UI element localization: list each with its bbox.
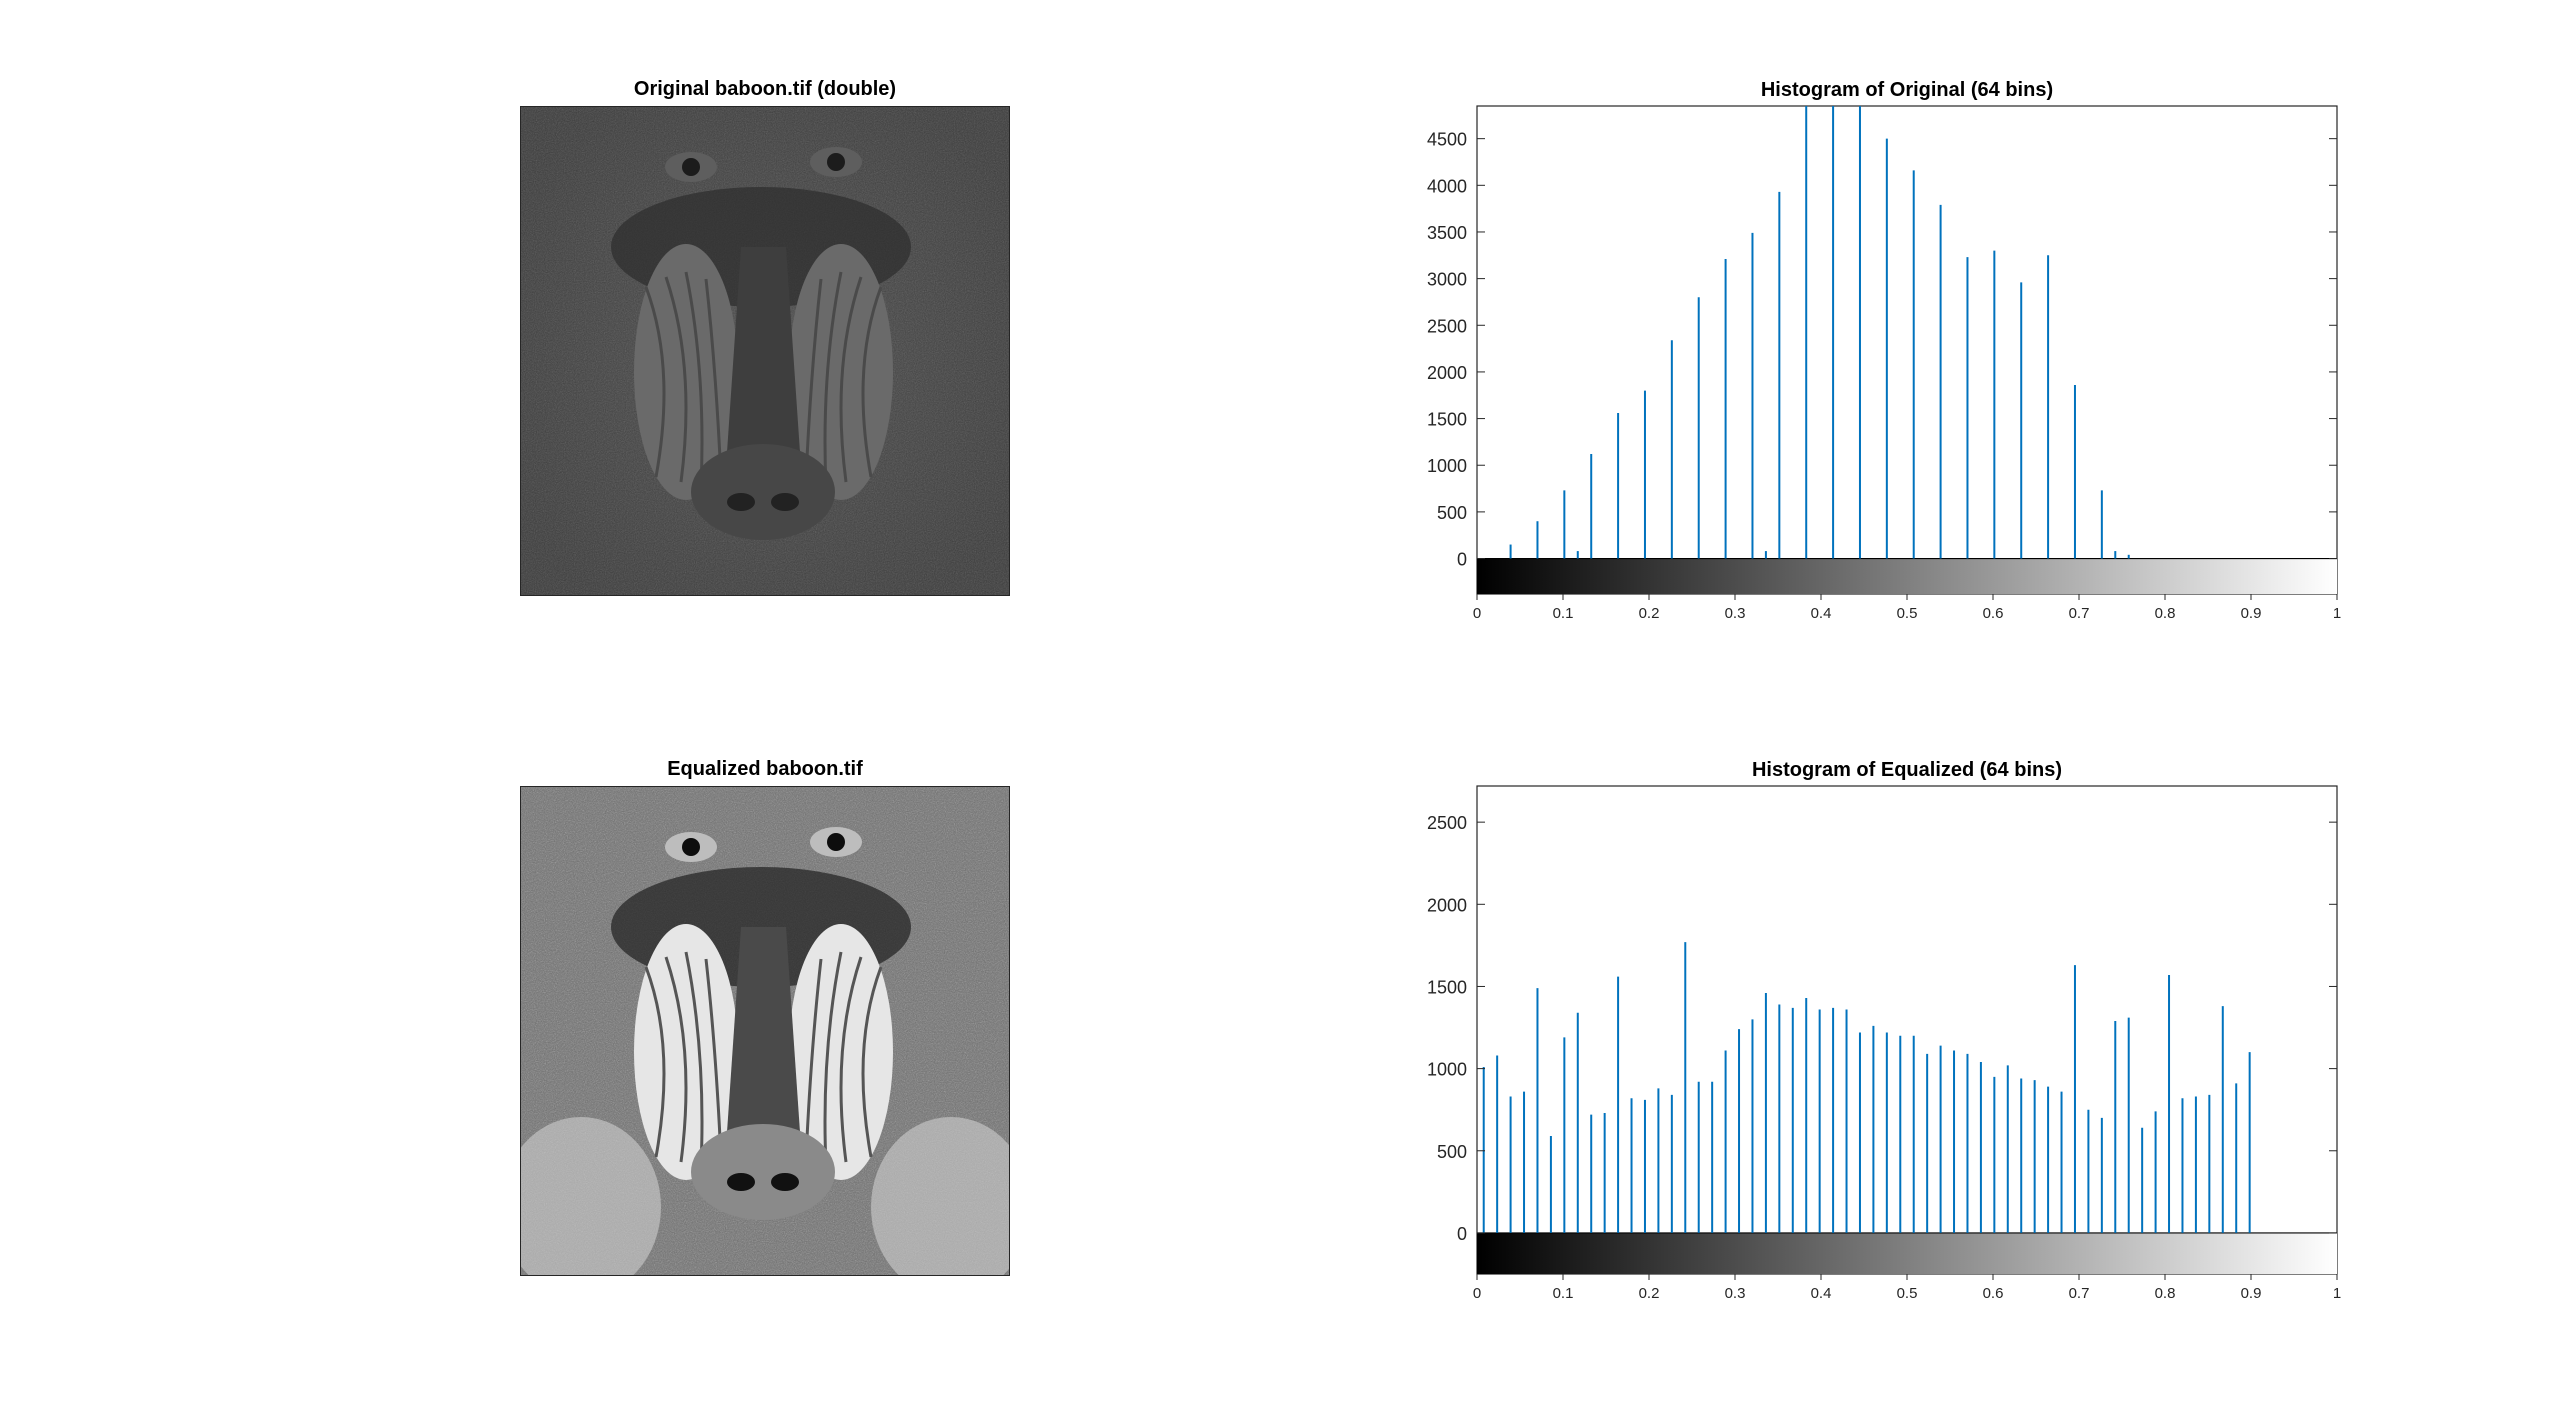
y-tick-label: 3500 — [1427, 223, 1467, 243]
y-tick-label: 1500 — [1427, 977, 1467, 997]
y-tick-label: 4500 — [1427, 130, 1467, 150]
y-tick-label: 1500 — [1427, 410, 1467, 430]
equalized-image-title: Equalized baboon.tif — [667, 758, 863, 780]
histogram-original: Histogram of Original (64 bins) 0 500 1000 1… — [1427, 79, 2341, 622]
original-image-title: Original baboon.tif (double) — [633, 78, 897, 100]
baboon-face-dark — [521, 107, 1009, 595]
chart-title: Histogram of Equalized (64 bins) — [1752, 759, 2062, 781]
baboon-face-bright — [521, 787, 1009, 1275]
original-baboon-image — [520, 106, 1010, 596]
x-tick-label: 0.4 — [1811, 605, 1832, 622]
x-tick-label: 0.2 — [1639, 1285, 1660, 1302]
x-tick-label: 0.3 — [1725, 605, 1746, 622]
y-tick-label: 500 — [1437, 503, 1467, 523]
chart-title: Histogram of Original (64 bins) — [1761, 79, 2053, 101]
axes-box — [1476, 105, 2338, 595]
equalized-baboon-image — [520, 786, 1010, 1276]
x-tick-label: 0 — [1473, 605, 1481, 622]
axes-box — [1476, 785, 2338, 1275]
x-tick-label: 0.9 — [2241, 1285, 2262, 1302]
x-tick-label: 0.1 — [1553, 605, 1574, 622]
y-tick-label: 2500 — [1427, 813, 1467, 833]
x-tick-label: 1 — [2333, 605, 2341, 622]
x-tick-label: 0.8 — [2155, 1285, 2176, 1302]
x-tick-label: 0.1 — [1553, 1285, 1574, 1302]
y-tick-label: 1000 — [1427, 456, 1467, 476]
grayscale-colorbar — [1477, 1232, 2337, 1274]
x-tick-label: 0.5 — [1897, 1285, 1918, 1302]
x-tick-label: 0.7 — [2069, 1285, 2090, 1302]
x-tick-label: 0.7 — [2069, 605, 2090, 622]
y-tick-label: 3000 — [1427, 270, 1467, 290]
x-tick-label: 0.9 — [2241, 605, 2262, 622]
x-tick-label: 0 — [1473, 1285, 1481, 1302]
x-tick-label: 0.8 — [2155, 605, 2176, 622]
y-tick-label: 0 — [1457, 1224, 1467, 1244]
x-tick-label: 0.6 — [1983, 605, 2004, 622]
x-tick-label: 1 — [2333, 1285, 2341, 1302]
y-tick-label: 2500 — [1427, 316, 1467, 336]
histogram-equalized: Histogram of Equalized (64 bins) 0 500 1000… — [1427, 759, 2341, 1302]
x-tick-label: 0.4 — [1811, 1285, 1832, 1302]
y-tick-label: 0 — [1457, 550, 1467, 570]
y-tick-label: 2000 — [1427, 363, 1467, 383]
grayscale-colorbar — [1477, 558, 2337, 594]
y-tick-label: 1000 — [1427, 1060, 1467, 1080]
y-tick-label: 2000 — [1427, 895, 1467, 915]
x-tick-label: 0.6 — [1983, 1285, 2004, 1302]
y-tick-label: 4000 — [1427, 176, 1467, 196]
y-tick-label: 500 — [1437, 1142, 1467, 1162]
x-tick-label: 0.2 — [1639, 605, 1660, 622]
x-tick-label: 0.3 — [1725, 1285, 1746, 1302]
x-tick-label: 0.5 — [1897, 605, 1918, 622]
